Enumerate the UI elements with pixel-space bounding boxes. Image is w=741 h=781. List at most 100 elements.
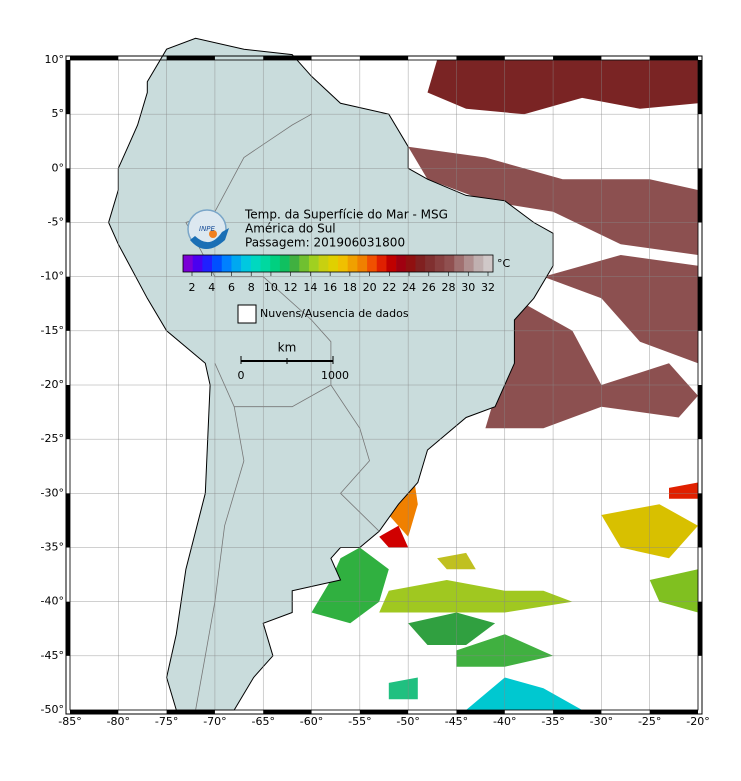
frame	[65, 55, 703, 715]
x-tick-label: -50°	[396, 715, 419, 728]
frame-band	[649, 56, 698, 60]
y-tick-label: -25°	[41, 432, 64, 445]
scale-start: 0	[238, 369, 245, 382]
colorbar-cell	[289, 255, 300, 272]
frame-inner	[69, 59, 699, 711]
frame-band	[698, 385, 702, 440]
frame-band	[66, 276, 70, 331]
x-tick-label: -20°	[686, 715, 709, 728]
frame-band	[698, 276, 702, 331]
x-tick-label: -60°	[300, 715, 323, 728]
sst-patch	[379, 580, 573, 613]
colorbar-cell	[279, 255, 290, 272]
colorbar-cell	[308, 255, 319, 272]
colorbar-cell	[260, 255, 271, 272]
title: Temp. da Superfície do Mar - MSG	[244, 208, 448, 222]
frame-band	[649, 710, 698, 714]
colorbar-cell	[338, 255, 348, 272]
colorbar-tick-label: 30	[461, 281, 475, 294]
colorbar-cell	[425, 255, 436, 272]
frame-band	[166, 710, 215, 714]
y-tick-label: -35°	[41, 541, 64, 554]
colorbar-tick-label: 26	[422, 281, 436, 294]
frame-band	[359, 56, 409, 60]
x-tick-label: -45°	[445, 715, 468, 728]
frame-band	[553, 56, 602, 60]
x-tick-label: -75°	[155, 715, 178, 728]
pass-time: Passagem: 201906031800	[245, 236, 405, 250]
logo-swoosh	[190, 228, 229, 249]
colorbar-cell	[463, 255, 474, 272]
x-tick-label: -80°	[107, 715, 130, 728]
logo-dot	[209, 230, 217, 238]
frame-band	[166, 56, 215, 60]
colorbar-cell	[192, 255, 203, 272]
colorbar-cell	[347, 255, 358, 272]
frame-band	[553, 710, 602, 714]
colorbar-cell	[202, 255, 213, 272]
y-tick-label: -15°	[41, 324, 64, 337]
colorbar-cell	[357, 255, 368, 272]
colorbar-cell	[241, 255, 252, 272]
y-tick-label: -5°	[48, 216, 64, 229]
colorbar-tick-label: 32	[481, 281, 495, 294]
y-tick-label: -50°	[41, 703, 64, 716]
frame-band	[698, 601, 702, 656]
colorbar-cell	[415, 255, 426, 272]
sst-patch	[388, 677, 418, 700]
y-tick-label: 0°	[52, 161, 65, 174]
colorbar-tick-label: 8	[248, 281, 255, 294]
y-tick-label: -45°	[41, 649, 64, 662]
sst-patch	[427, 60, 698, 115]
frame-band	[456, 56, 505, 60]
frame-band	[359, 710, 409, 714]
y-tick-label: -10°	[41, 270, 64, 283]
colorbar-tick-label: 4	[208, 281, 215, 294]
axis-labels: -85° -80° -75° -70° -65° -60° -55° -50° -45° -40°…	[41, 53, 710, 728]
colorbar-tick-label: 6	[228, 281, 235, 294]
sst-patch	[408, 612, 496, 645]
colorbar-cell	[221, 255, 232, 272]
colorbar-tick-label: 20	[363, 281, 377, 294]
border	[330, 384, 380, 532]
x-tick-label: -65°	[251, 715, 274, 728]
colorbar-cell	[405, 255, 416, 272]
colorbar: 2 4 6 8 10 12 14 16 18 20 22 24 26 28 30 32	[183, 255, 495, 294]
frame-band	[263, 710, 312, 714]
frame-band	[698, 168, 702, 223]
region: América do Sul	[245, 222, 336, 236]
colorbar-cell	[386, 255, 397, 272]
colorbar-tick-label: 18	[343, 281, 357, 294]
colorbar-tick-label: 10	[264, 281, 278, 294]
frame-band	[698, 493, 702, 548]
colorbar-cell	[183, 255, 193, 272]
colorbar-tick-label: 14	[303, 281, 317, 294]
colorbar-cell	[299, 255, 310, 272]
border	[195, 406, 245, 711]
frame-band	[66, 60, 70, 115]
x-tick-label: -70°	[203, 715, 226, 728]
legend-swatch	[237, 304, 257, 324]
colorbar-tick-label: 24	[402, 281, 416, 294]
frame-band	[70, 710, 119, 714]
x-tick-label: -35°	[541, 715, 564, 728]
sst-patch	[379, 525, 409, 548]
colorbar-cell	[473, 255, 484, 272]
colorbar-cell	[376, 255, 387, 272]
colorbar-cell	[212, 255, 223, 272]
frame-band	[66, 493, 70, 548]
frame-band	[66, 601, 70, 656]
colorbar-cell	[231, 255, 242, 272]
scale-unit: km	[278, 341, 297, 355]
x-tick-label: -40°	[493, 715, 516, 728]
x-tick-label: -30°	[590, 715, 613, 728]
colorbar-tick-label: 28	[442, 281, 456, 294]
colorbar-cell	[454, 255, 465, 272]
colorbar-unit: °C	[497, 257, 511, 270]
y-tick-label: -20°	[41, 378, 64, 391]
colorbar-cell	[318, 255, 329, 272]
frame-band	[698, 60, 702, 115]
sst-patch	[543, 255, 698, 364]
y-tick-label: -40°	[41, 595, 64, 608]
